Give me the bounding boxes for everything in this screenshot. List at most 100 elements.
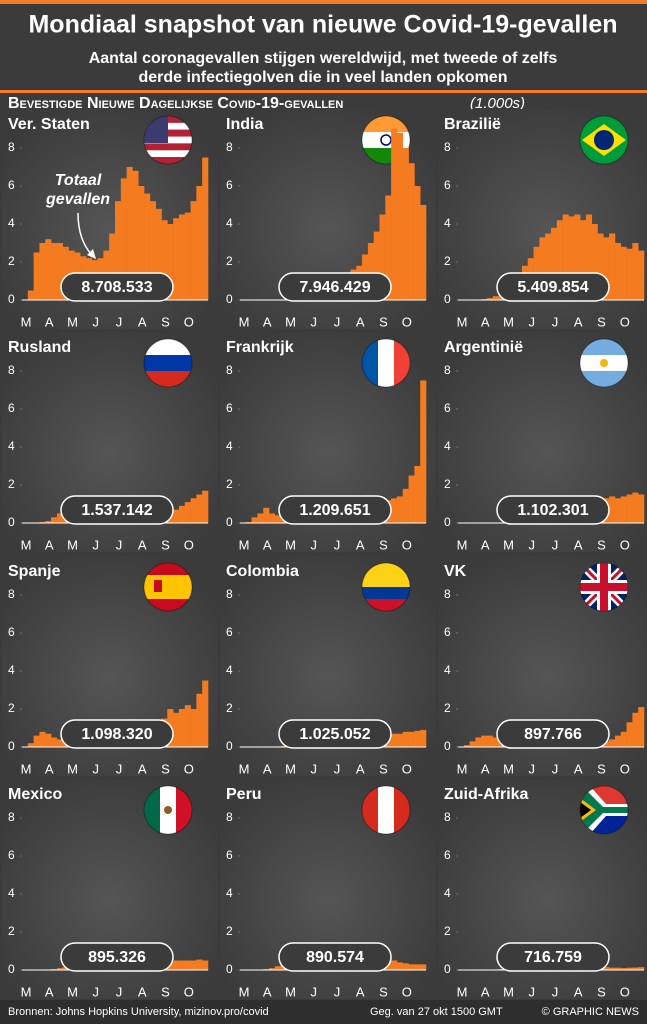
bar: [257, 513, 264, 523]
flag-part: [362, 786, 378, 834]
x-tick-label: A: [356, 984, 365, 999]
y-tick-label: 4: [8, 663, 15, 677]
x-tick-label: S: [597, 984, 606, 999]
country-title: Colombia: [226, 563, 299, 580]
country-title: Spanje: [8, 563, 61, 580]
bar: [638, 494, 645, 523]
x-tick-label: J: [93, 984, 100, 999]
bar: [274, 515, 281, 523]
bar: [481, 735, 488, 747]
bar: [614, 243, 622, 300]
x-tick-label: M: [21, 984, 32, 999]
total-label: 1.102.301: [517, 502, 588, 519]
x-tick-label: S: [161, 537, 170, 552]
x-tick-label: A: [481, 761, 490, 776]
bar: [178, 505, 186, 523]
date: Geg. van 27 okt 1500 GMT: [370, 1006, 503, 1018]
bar: [126, 167, 133, 300]
bar: [39, 243, 46, 300]
x-tick-label: J: [334, 537, 341, 552]
bar: [45, 733, 52, 747]
flag-rim: [143, 338, 193, 388]
country-title: Ver. Staten: [8, 116, 90, 133]
bar: [487, 298, 494, 300]
y-tick-label: 6: [8, 848, 15, 862]
x-tick-label: M: [503, 761, 514, 776]
total-oval: [60, 495, 174, 525]
bar: [408, 964, 415, 970]
y-tick-label: 6: [444, 625, 451, 639]
bar: [391, 960, 398, 970]
bar: [632, 712, 639, 747]
y-tick-label: 2: [8, 254, 15, 268]
x-tick-label: A: [138, 984, 147, 999]
x-tick-label: J: [552, 537, 559, 552]
bar: [556, 220, 563, 300]
x-tick-label: J: [529, 314, 536, 329]
flag-part: [176, 786, 192, 834]
bar: [45, 521, 52, 523]
x-tick-label: S: [379, 984, 388, 999]
y-tick-label: 4: [444, 663, 451, 677]
x-tick-label: S: [597, 537, 606, 552]
y-tick-label: 0: [226, 739, 233, 753]
flag-part: [144, 339, 192, 355]
x-tick-label: J: [311, 761, 318, 776]
flag-part: [164, 806, 172, 814]
x-tick-label: J: [552, 761, 559, 776]
total-oval: [278, 942, 392, 972]
bar: [487, 735, 494, 747]
country-title: Peru: [226, 786, 262, 803]
bar: [463, 745, 470, 747]
x-tick-label: M: [21, 537, 32, 552]
bar: [115, 201, 122, 300]
x-tick-label: M: [457, 761, 468, 776]
bar: [620, 731, 627, 747]
y-tick-label: 8: [226, 810, 233, 824]
bar: [132, 170, 139, 300]
bar: [196, 494, 203, 523]
x-tick-label: J: [311, 314, 318, 329]
bar: [562, 214, 569, 300]
x-tick-label: M: [239, 984, 250, 999]
y-tick-label: 8: [444, 810, 451, 824]
x-tick-label: O: [184, 761, 194, 776]
y-tick-label: 6: [444, 401, 451, 415]
y-tick-label: 0: [444, 962, 451, 976]
bar: [367, 243, 374, 300]
bar: [402, 488, 409, 523]
x-tick-label: A: [138, 761, 147, 776]
x-tick-label: J: [116, 314, 123, 329]
total-label: 8.708.533: [81, 279, 152, 296]
bar: [609, 739, 616, 747]
y-tick-label: 2: [226, 701, 233, 715]
x-tick-label: M: [239, 314, 250, 329]
bar: [190, 498, 197, 523]
bar: [620, 496, 627, 523]
total-label: 7.946.429: [299, 279, 370, 296]
flag-rim: [361, 338, 411, 388]
y-tick-label: 2: [444, 701, 451, 715]
bar: [196, 186, 203, 300]
x-tick-label: A: [263, 984, 272, 999]
total-oval: [278, 272, 392, 302]
bar: [51, 517, 58, 523]
bar: [414, 186, 421, 300]
bar: [178, 960, 186, 970]
x-tick-label: M: [21, 761, 32, 776]
flag: [362, 786, 410, 834]
flag-part: [144, 150, 192, 158]
flag: [362, 339, 410, 387]
bar: [269, 968, 276, 970]
flag-part: [600, 563, 608, 611]
x-tick-label: A: [45, 537, 54, 552]
bar: [475, 737, 482, 747]
x-tick-label: J: [529, 984, 536, 999]
y-tick-label: 2: [8, 477, 15, 491]
bar: [202, 490, 209, 523]
x-tick-label: M: [21, 314, 32, 329]
bar: [33, 252, 40, 300]
y-tick-label: 2: [444, 477, 451, 491]
bar: [274, 966, 281, 970]
y-tick-label: 2: [226, 924, 233, 938]
